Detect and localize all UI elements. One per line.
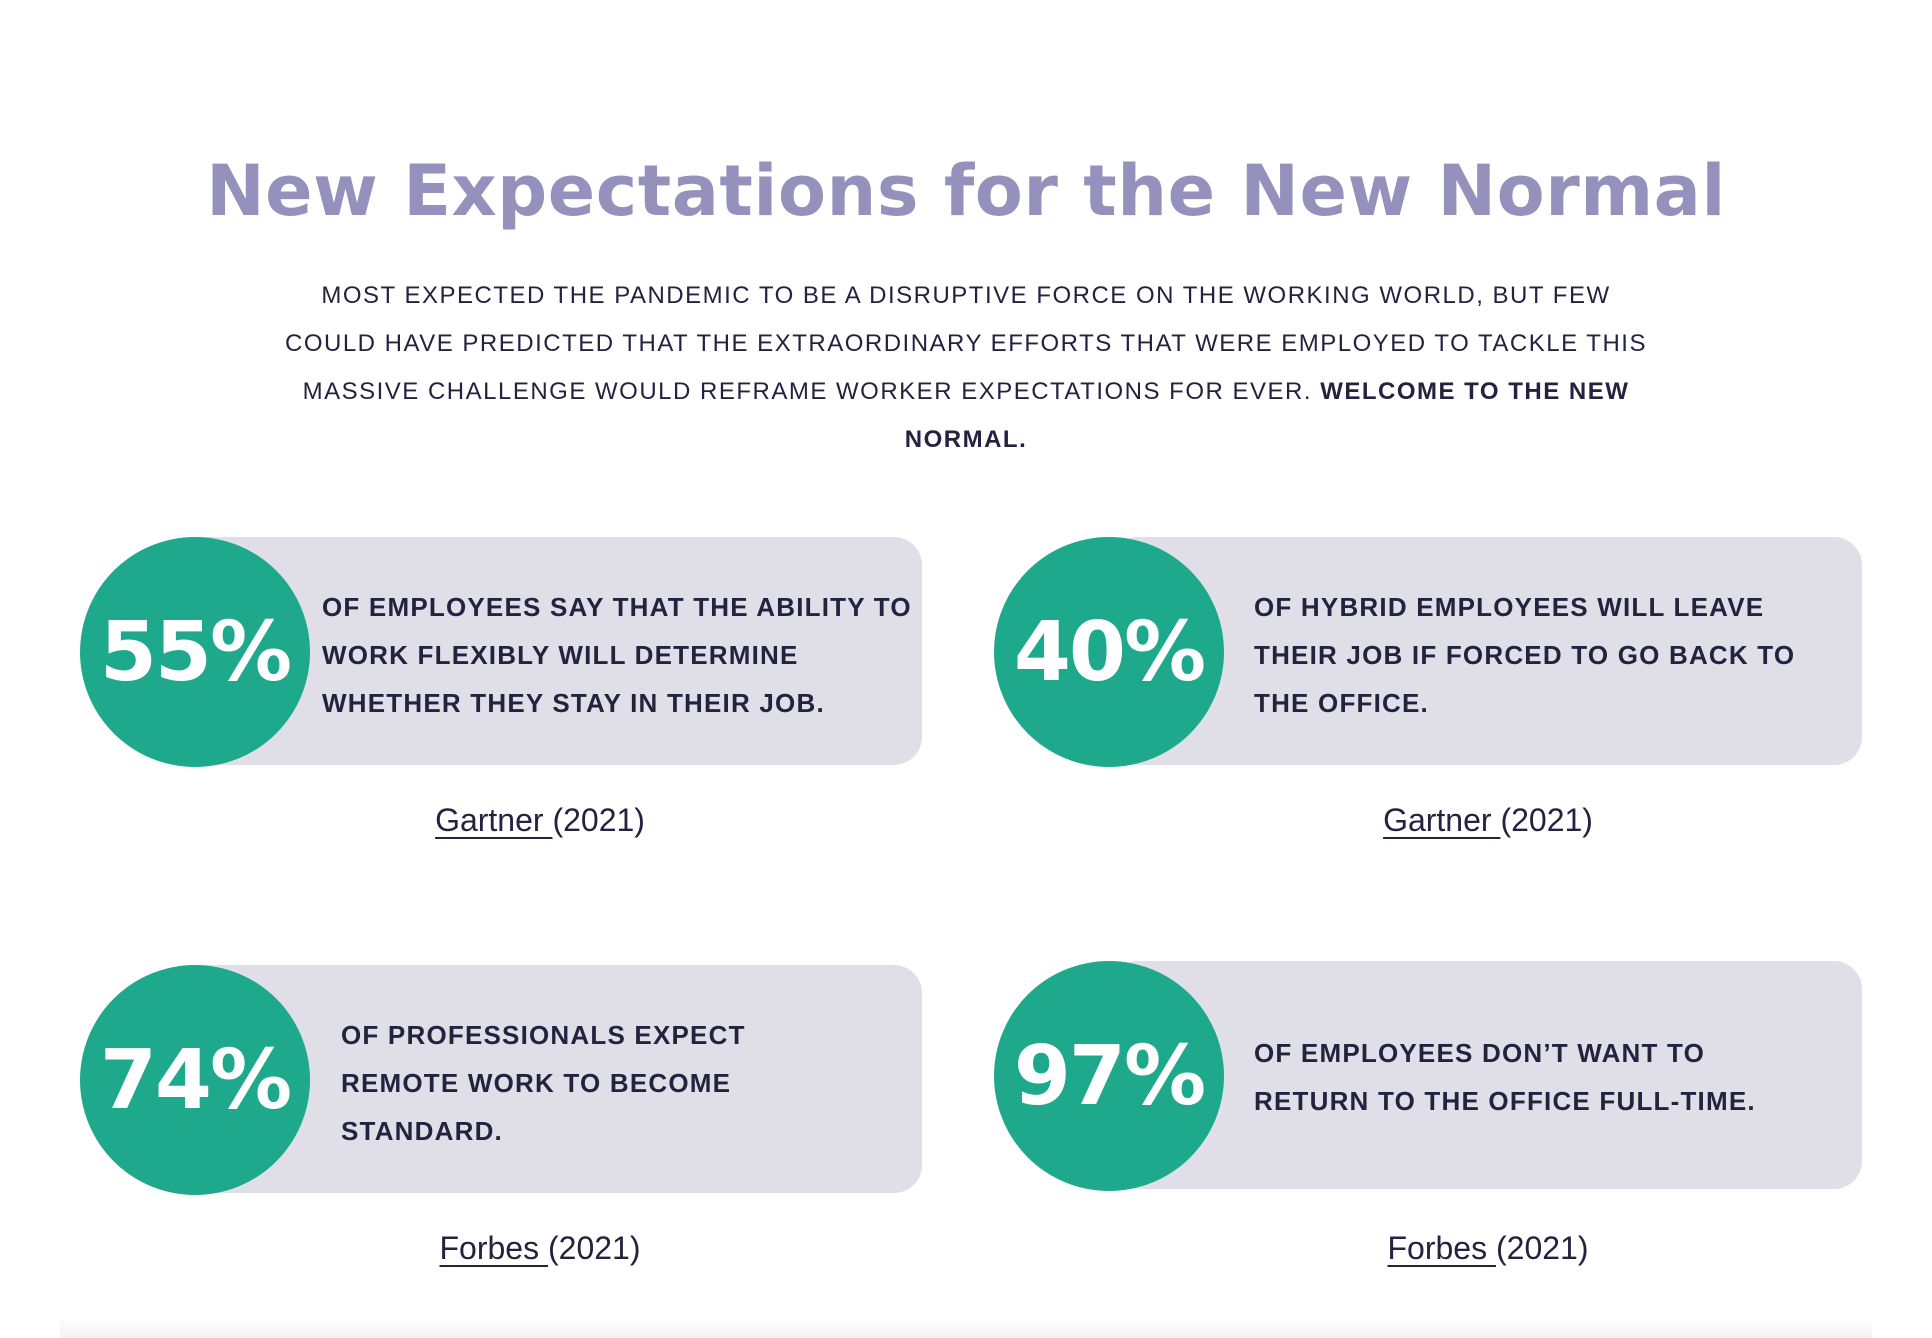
source-year: (2021) [547, 1230, 641, 1266]
stat-percent: 55% [99, 604, 292, 700]
source-year: (2021) [1495, 1230, 1589, 1266]
stat-percent-circle: 40% [994, 537, 1224, 767]
stat-percent-circle: 97% [994, 961, 1224, 1191]
stat-description: OF EMPLOYEES SAY THAT THE ABILITY TO WOR… [322, 592, 912, 718]
stat-source: Forbes (2021) [240, 1230, 840, 1267]
stat-percent: 97% [1013, 1028, 1206, 1124]
stat-card [1110, 537, 1862, 765]
source-link[interactable]: Gartner [435, 802, 553, 838]
stat-percent-circle: 55% [80, 537, 310, 767]
source-link[interactable]: Forbes [1387, 1230, 1496, 1266]
stat-percent: 40% [1013, 604, 1206, 700]
intro-text: MOST EXPECTED THE PANDEMIC TO BE A DISRU… [285, 282, 1647, 405]
stat-source: Gartner (2021) [1188, 802, 1788, 839]
footer-divider [60, 1318, 1872, 1338]
stat-card [1110, 961, 1862, 1189]
source-year: (2021) [1500, 802, 1593, 838]
intro-paragraph: MOST EXPECTED THE PANDEMIC TO BE A DISRU… [280, 272, 1652, 464]
stat-description: OF EMPLOYEES DON’T WANT TO RETURN TO THE… [1254, 1038, 1756, 1116]
intro-emphasis: WELCOME TO THE NEW NORMAL. [904, 378, 1630, 453]
stat-description: OF PROFESSIONALS EXPECT REMOTE WORK TO B… [341, 1020, 746, 1146]
page-title: New Expectations for the New Normal [206, 150, 1726, 232]
stat-source: Forbes (2021) [1188, 1230, 1788, 1267]
source-link[interactable]: Forbes [439, 1230, 548, 1266]
stat-percent: 74% [99, 1032, 292, 1128]
stat-source: Gartner (2021) [240, 802, 840, 839]
stat-percent-circle: 74% [80, 965, 310, 1195]
stat-description: OF HYBRID EMPLOYEES WILL LEAVE THEIR JOB… [1254, 592, 1796, 718]
source-link[interactable]: Gartner [1383, 802, 1501, 838]
source-year: (2021) [552, 802, 645, 838]
